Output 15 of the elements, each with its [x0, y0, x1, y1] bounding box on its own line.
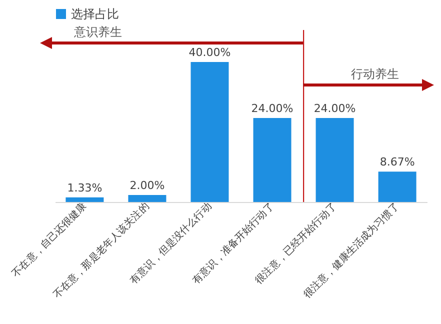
bar — [378, 172, 416, 202]
bar — [316, 118, 354, 202]
data-label: 2.00% — [130, 179, 165, 192]
data-label: 8.67% — [380, 156, 415, 169]
bar — [66, 197, 104, 202]
bar — [128, 195, 166, 202]
text: 意识养生 — [73, 25, 122, 39]
legend-label: 选择占比 — [71, 7, 119, 21]
bar — [190, 62, 229, 202]
data-label: 40.00% — [188, 46, 231, 59]
annotation: 行动养生 — [351, 67, 399, 81]
data-label: 24.00% — [251, 102, 294, 115]
data-label: 24.00% — [314, 102, 356, 115]
bar — [253, 118, 292, 202]
data-label: 1.33% — [67, 181, 102, 194]
